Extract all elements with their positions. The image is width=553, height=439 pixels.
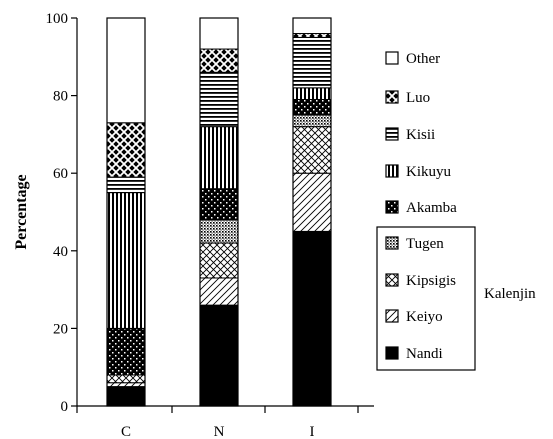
plot-area — [106, 17, 332, 407]
y-tick-label-0: 0 — [61, 399, 69, 415]
bar-segment-C-kisii — [106, 176, 146, 194]
bar-segment-I-kipsigis — [292, 126, 332, 174]
legend-swatch-tugen — [385, 236, 399, 250]
y-tick-label-20: 20 — [53, 321, 68, 337]
y-tick-label-80: 80 — [53, 89, 68, 105]
bar-segment-N-luo — [199, 48, 239, 73]
legend-label-kikuyu: Kikuyu — [406, 164, 452, 180]
bar-segment-N-kipsigis — [199, 242, 239, 279]
bar-segment-C-keiyo — [106, 382, 146, 388]
bar-segment-C-kikuyu — [106, 192, 146, 329]
legend-swatch-keiyo — [385, 309, 399, 323]
legend-swatch-akamba — [385, 200, 399, 214]
y-tick-label-40: 40 — [53, 244, 68, 260]
legend-label-luo: Luo — [406, 90, 430, 106]
bar-segment-I-kisii — [292, 36, 332, 89]
bar-segment-C-akamba — [106, 327, 146, 376]
kalenjin-group-box — [376, 226, 476, 371]
bar-segment-N-tugen — [199, 219, 239, 244]
y-tick-label-100: 100 — [46, 11, 69, 27]
bar-segment-N-keiyo — [199, 277, 239, 306]
legend-swatch-kipsigis — [385, 273, 399, 287]
legend-label-akamba: Akamba — [406, 200, 457, 216]
legend-label-nandi: Nandi — [406, 346, 443, 362]
legend-label-kipsigis: Kipsigis — [406, 273, 456, 289]
bar-segment-I-tugen — [292, 114, 332, 128]
legend-swatch-kisii — [385, 127, 399, 141]
x-tick-label-N: N — [214, 424, 225, 439]
bar-segment-I-kikuyu — [292, 87, 332, 100]
bar-segment-I-nandi — [292, 230, 332, 407]
bar-segment-C-other — [106, 17, 146, 124]
y-tick-label-60: 60 — [53, 166, 68, 182]
bar-segment-N-kisii — [199, 71, 239, 128]
legend: Other Luo Kisii Kikuyu Akamba Tugen Kipsigis Ke… — [376, 51, 536, 371]
bar-segment-N-other — [199, 17, 239, 50]
x-tick-label-C: C — [121, 424, 131, 439]
bar-segment-I-other — [292, 17, 332, 35]
axes: C N I 0 20 40 60 80 100 — [46, 11, 374, 439]
legend-label-keiyo: Keiyo — [406, 309, 443, 325]
x-tick-label-I: I — [310, 424, 315, 439]
bar-segment-C-kipsigis — [106, 374, 146, 384]
bar-segment-I-luo — [292, 33, 332, 38]
legend-label-tugen: Tugen — [406, 236, 444, 252]
bar-segment-I-keiyo — [292, 172, 332, 232]
legend-swatch-kikuyu — [385, 164, 399, 178]
legend-swatch-other — [385, 51, 399, 65]
bar-segment-I-akamba — [292, 98, 332, 116]
legend-swatch-luo — [385, 90, 399, 104]
bar-segment-N-nandi — [199, 304, 239, 407]
bar-segment-C-nandi — [106, 386, 146, 407]
bar-segment-N-akamba — [199, 188, 239, 221]
bar-segment-N-kikuyu — [199, 126, 239, 190]
legend-swatch-nandi — [385, 346, 399, 360]
y-axis-title: Percentage — [13, 174, 30, 249]
legend-label-kisii: Kisii — [406, 127, 435, 143]
bar-segment-C-luo — [106, 122, 146, 178]
legend-group-label: Kalenjin — [484, 286, 536, 302]
legend-label-other: Other — [406, 51, 440, 67]
